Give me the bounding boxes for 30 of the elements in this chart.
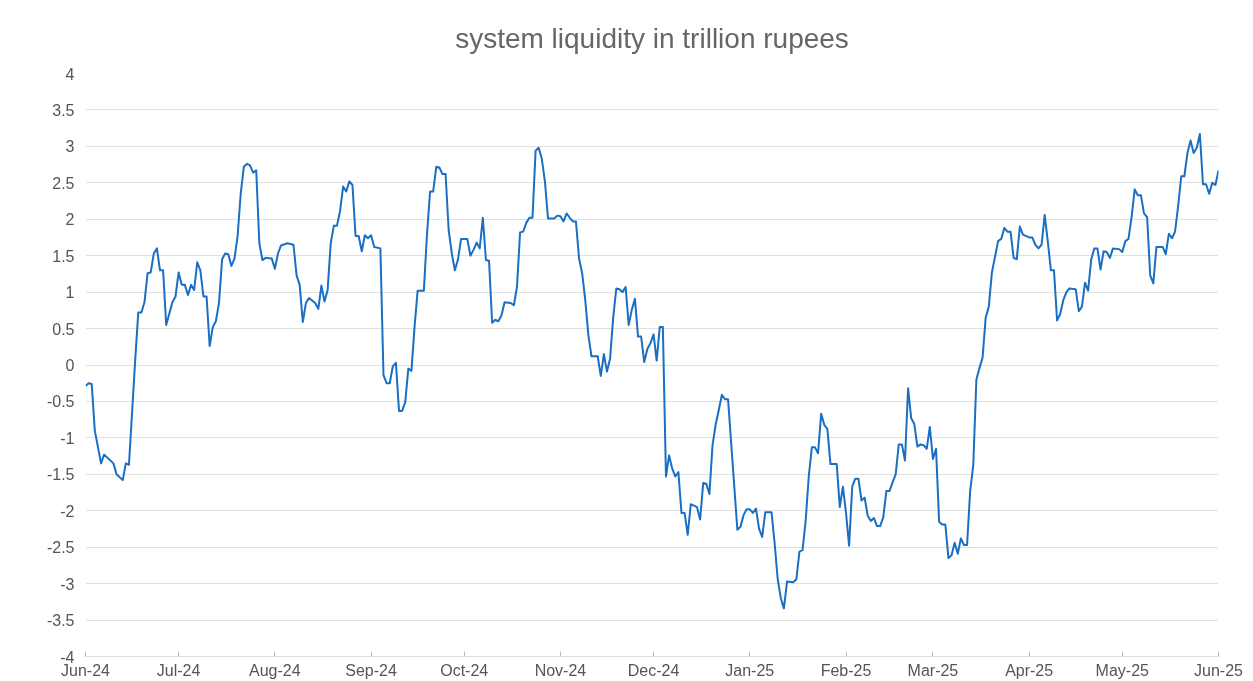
y-tick-label: 2.5 (52, 174, 75, 192)
x-tick-label: Jun-25 (1194, 661, 1244, 679)
line-series (85, 132, 1219, 610)
x-tick-label: Jan-25 (725, 661, 775, 679)
y-tick-label: -3.5 (46, 612, 75, 630)
x-tick-label: Sep-24 (345, 661, 397, 679)
y-tick-label: -3 (60, 575, 75, 593)
y-tick-label: 2 (65, 211, 75, 229)
y-tick-label: -1 (60, 429, 75, 447)
y-tick-label: 4 (65, 65, 75, 83)
y-tick-label: 3 (65, 138, 75, 156)
y-tick-label: -0.5 (46, 393, 75, 411)
y-tick-label: 1 (65, 284, 75, 302)
chart-title: system liquidity in trillion rupees (455, 22, 849, 54)
x-tick-label: May-25 (1095, 661, 1150, 679)
y-tick-label: -2.5 (46, 539, 75, 557)
x-tick-label: Dec-24 (627, 661, 680, 679)
y-tick-label: 0.5 (52, 320, 75, 338)
y-tick-label: 0 (65, 357, 75, 374)
y-tick-label: 1.5 (52, 247, 75, 265)
x-tick-label: Feb-25 (820, 661, 872, 679)
y-tick-label: 3.5 (52, 101, 75, 119)
x-tick-label: Aug-24 (249, 661, 301, 679)
x-tick-label: Oct-24 (440, 661, 489, 679)
y-tick-label: -2 (60, 502, 75, 520)
x-tick-label: Nov-24 (534, 661, 587, 679)
y-tick-label: -1.5 (46, 466, 75, 484)
x-tick-label: Mar-25 (907, 661, 959, 679)
x-tick-label: Apr-25 (1005, 661, 1054, 679)
x-tick-label: Jul-24 (156, 661, 201, 679)
